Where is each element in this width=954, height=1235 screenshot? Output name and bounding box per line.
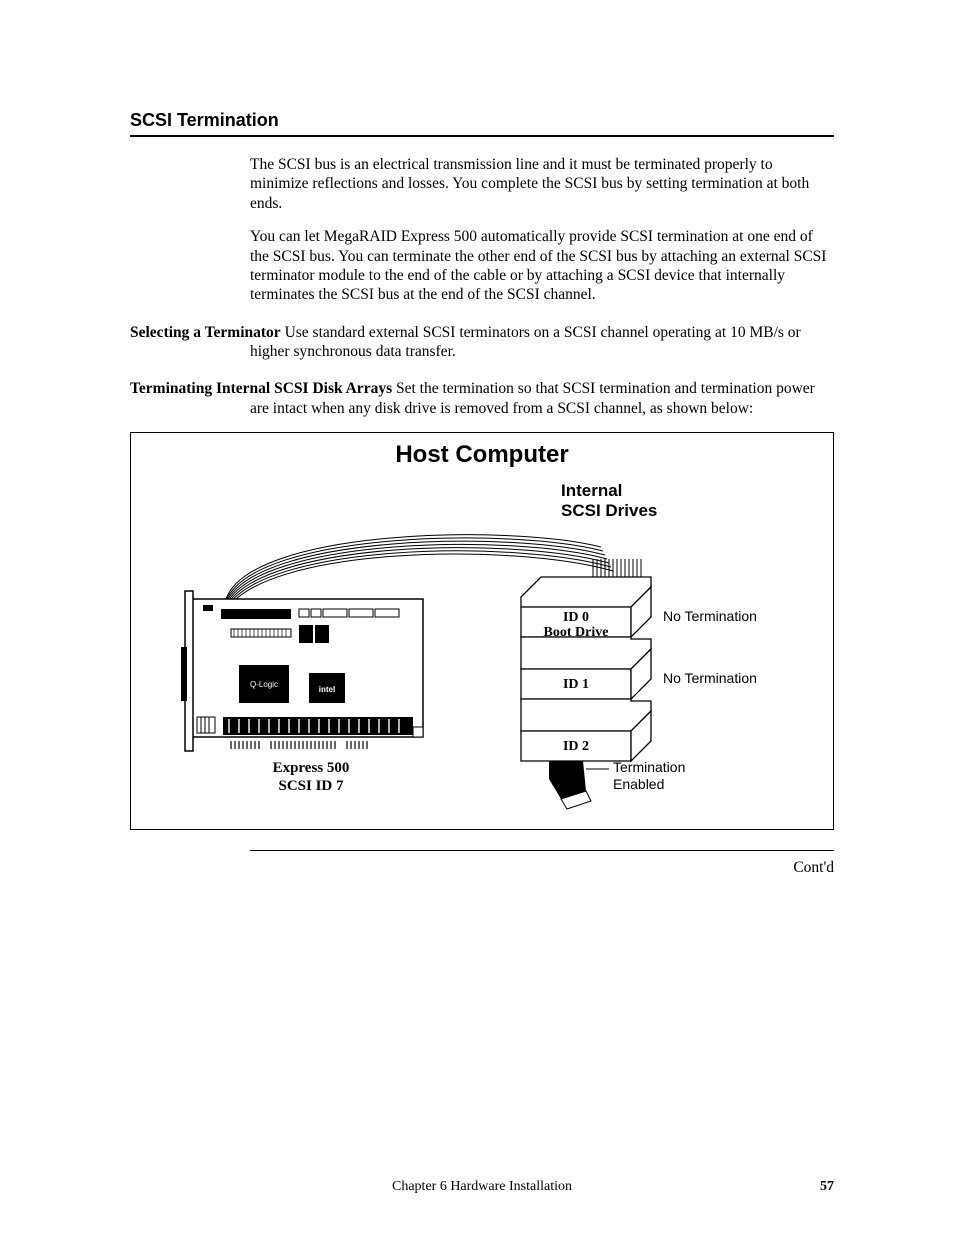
drive-2-termination-label-1: Termination — [613, 759, 685, 775]
footer-page-number: 57 — [820, 1179, 834, 1195]
drive-1: ID 1 — [521, 637, 651, 699]
drive-1-termination-label: No Termination — [663, 670, 757, 686]
selecting-terminator-text: Use standard external SCSI terminators o… — [250, 324, 801, 360]
selecting-terminator-label: Selecting a Terminator — [130, 324, 281, 341]
raid-card: Q-Logic intel — [181, 591, 423, 751]
svg-text:intel: intel — [319, 685, 335, 694]
paragraph-1: The SCSI bus is an electrical transmissi… — [250, 155, 834, 213]
svg-text:Q-Logic: Q-Logic — [250, 680, 278, 689]
page-footer: Chapter 6 Hardware Installation 57 — [130, 1179, 834, 1195]
drive-2: ID 2 — [521, 699, 651, 761]
paragraph-2: You can let MegaRAID Express 500 automat… — [250, 227, 834, 305]
heading-rule — [130, 135, 834, 137]
body-indent-block: The SCSI bus is an electrical transmissi… — [250, 155, 834, 305]
figure-svg: Q-Logic intel — [131, 469, 831, 829]
footer-chapter: Chapter 6 Hardware Installation — [130, 1179, 834, 1195]
terminating-internal-para: Terminating Internal SCSI Disk Arrays Se… — [130, 379, 834, 418]
bottom-rule — [250, 850, 834, 851]
card-caption: Express 500 SCSI ID 7 — [251, 759, 371, 795]
figure-title: Host Computer — [131, 441, 833, 469]
section-heading: SCSI Termination — [130, 110, 834, 131]
selecting-terminator-para: Selecting a Terminator Use standard exte… — [130, 323, 834, 362]
figure-box: Host Computer Internal SCSI Drives — [130, 432, 834, 830]
terminating-internal-label: Terminating Internal SCSI Disk Arrays — [130, 380, 392, 397]
drive-2-termination-label-2: Enabled — [613, 776, 664, 792]
svg-text:ID 2: ID 2 — [563, 739, 589, 754]
terminator-plug — [549, 761, 591, 809]
svg-text:ID 1: ID 1 — [563, 677, 589, 692]
drive-0: ID 0 Boot Drive — [521, 577, 651, 640]
svg-text:ID 0: ID 0 — [563, 610, 589, 625]
drive-0-termination-label: No Termination — [663, 608, 757, 624]
contd-label: Cont'd — [130, 859, 834, 877]
